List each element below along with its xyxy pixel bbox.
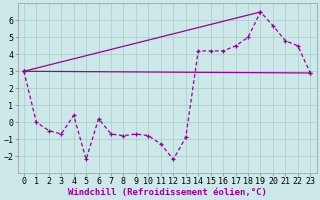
X-axis label: Windchill (Refroidissement éolien,°C): Windchill (Refroidissement éolien,°C)	[68, 188, 267, 197]
